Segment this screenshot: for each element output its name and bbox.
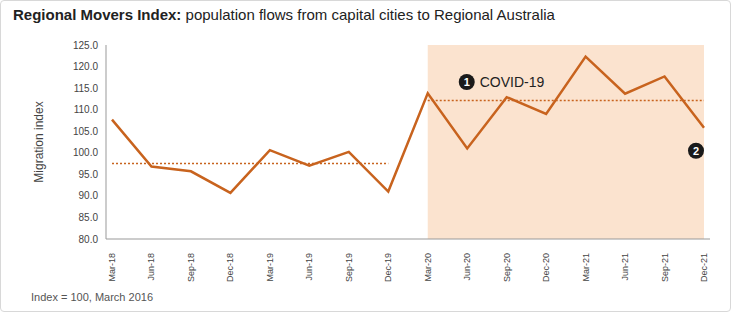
svg-text:2: 2 bbox=[693, 145, 699, 157]
svg-text:90.0: 90.0 bbox=[79, 190, 99, 201]
svg-text:Dec-20: Dec-20 bbox=[541, 253, 551, 282]
svg-text:110.0: 110.0 bbox=[74, 104, 99, 115]
svg-text:COVID-19: COVID-19 bbox=[480, 74, 545, 90]
svg-text:115.0: 115.0 bbox=[74, 83, 99, 94]
svg-text:95.0: 95.0 bbox=[79, 169, 99, 180]
svg-text:Dec-18: Dec-18 bbox=[225, 253, 235, 282]
html-text:Index = 100, March 2016: Index = 100, March 2016 bbox=[31, 291, 153, 303]
svg-text:Jun-20: Jun-20 bbox=[462, 253, 472, 281]
svg-text:85.0: 85.0 bbox=[79, 212, 99, 223]
svg-text:Sep-21: Sep-21 bbox=[660, 253, 670, 282]
svg-text:100.0: 100.0 bbox=[73, 147, 98, 158]
svg-text:Jun-19: Jun-19 bbox=[304, 253, 314, 281]
svg-text:Mar-21: Mar-21 bbox=[581, 253, 591, 282]
svg-text:Mar-18: Mar-18 bbox=[107, 253, 117, 282]
svg-text:120.0: 120.0 bbox=[73, 61, 98, 72]
svg-text:Sep-20: Sep-20 bbox=[502, 253, 512, 282]
svg-text:Dec-19: Dec-19 bbox=[383, 253, 393, 282]
svg-text:Mar-19: Mar-19 bbox=[265, 253, 275, 282]
svg-text:105.0: 105.0 bbox=[73, 126, 98, 137]
svg-text:Dec-21: Dec-21 bbox=[699, 253, 709, 282]
html-text:Regional Movers Index: populat: Regional Movers Index: population flows … bbox=[13, 6, 555, 23]
svg-text:1: 1 bbox=[464, 76, 470, 88]
svg-text:125.0: 125.0 bbox=[73, 40, 98, 51]
svg-text:Sep-19: Sep-19 bbox=[344, 253, 354, 282]
svg-text:Jun-18: Jun-18 bbox=[146, 253, 156, 281]
svg-text:Mar-20: Mar-20 bbox=[423, 253, 433, 282]
svg-text:Sep-18: Sep-18 bbox=[186, 253, 196, 282]
svg-text:Jun-21: Jun-21 bbox=[620, 253, 630, 281]
svg-text:80.0: 80.0 bbox=[79, 234, 99, 245]
svg-text:Migration index: Migration index bbox=[32, 101, 46, 182]
